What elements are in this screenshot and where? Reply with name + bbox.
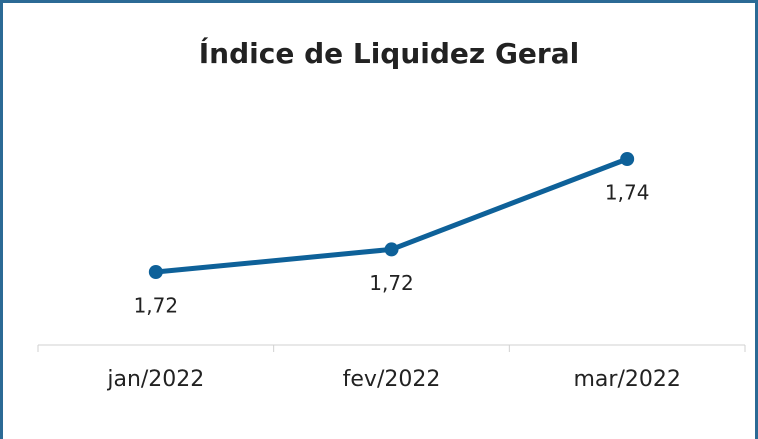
data-point — [148, 265, 163, 279]
x-tick-label: mar/2022 — [573, 367, 680, 392]
data-point — [620, 152, 635, 166]
x-tick-label: jan/2022 — [106, 367, 204, 392]
chart-title: Índice de Liquidez Geral — [199, 36, 579, 70]
data-label: 1,72 — [369, 271, 414, 295]
x-tick-label: fev/2022 — [343, 367, 441, 392]
data-label: 1,72 — [134, 294, 179, 318]
data-label: 1,74 — [605, 181, 650, 205]
data-point — [384, 242, 399, 257]
